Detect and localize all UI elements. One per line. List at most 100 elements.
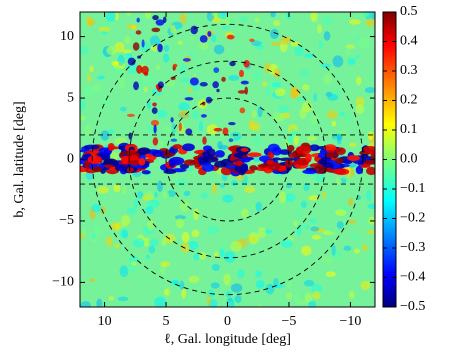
map-texture <box>323 15 332 26</box>
map-texture <box>211 263 220 272</box>
map-texture <box>295 96 304 102</box>
map-texture <box>335 177 340 185</box>
map-texture <box>178 109 190 119</box>
map-texture <box>132 238 145 248</box>
map-texture <box>343 159 353 165</box>
map-texture <box>211 12 218 17</box>
map-texture <box>138 80 145 90</box>
dashed-circle <box>128 60 327 259</box>
map-texture <box>214 150 225 158</box>
map-texture <box>271 81 282 88</box>
x-tick-label: −5 <box>282 314 297 329</box>
map-texture <box>323 31 331 41</box>
map-texture <box>158 140 165 149</box>
map-texture <box>313 92 318 102</box>
map-texture <box>138 158 146 166</box>
map-texture <box>316 24 322 34</box>
map-texture <box>153 124 157 134</box>
map-texture <box>176 178 187 188</box>
map-texture <box>212 81 219 89</box>
map-texture <box>224 301 236 307</box>
map-texture <box>207 31 212 37</box>
map-texture <box>308 300 317 307</box>
map-texture <box>160 261 170 267</box>
map-texture <box>131 24 137 30</box>
map-texture <box>119 265 129 278</box>
x-tick-label: 5 <box>163 314 170 329</box>
map-texture <box>273 19 281 27</box>
map-texture <box>252 136 262 148</box>
map-texture <box>107 129 115 134</box>
map-texture <box>257 106 263 118</box>
map-texture <box>315 172 326 183</box>
map-texture <box>360 280 371 290</box>
map-texture <box>295 145 312 155</box>
map-texture <box>310 226 320 232</box>
map-texture <box>239 107 246 114</box>
map-texture <box>126 207 137 215</box>
map-texture <box>89 65 94 73</box>
map-texture <box>198 120 204 132</box>
map-texture <box>234 294 242 304</box>
map-texture <box>127 57 136 66</box>
map-texture <box>107 45 117 53</box>
map-texture <box>233 152 244 158</box>
map-texture <box>306 136 317 141</box>
map-texture <box>226 34 235 40</box>
map-texture <box>136 191 144 199</box>
map-texture <box>108 296 115 301</box>
map-texture <box>136 65 143 74</box>
map-texture <box>141 65 149 75</box>
map-texture <box>98 26 111 32</box>
map-texture <box>143 87 148 93</box>
map-texture <box>318 40 324 50</box>
map-texture <box>191 110 200 120</box>
colorbar-tick-label: 0.4 <box>400 34 418 49</box>
map-texture <box>137 147 151 155</box>
map-texture <box>113 183 121 193</box>
map-texture <box>222 127 229 136</box>
map-texture <box>133 198 139 209</box>
map-texture <box>344 48 352 57</box>
map-texture <box>181 231 190 243</box>
map-texture <box>139 42 151 52</box>
map-texture <box>298 222 308 229</box>
map-texture <box>254 17 260 24</box>
map-texture <box>179 200 190 212</box>
map-texture <box>228 122 236 126</box>
map-texture <box>251 110 257 118</box>
map-texture <box>358 37 370 49</box>
map-texture <box>181 143 195 152</box>
map-texture <box>308 195 320 201</box>
map-texture <box>117 296 129 302</box>
map-texture <box>249 165 258 171</box>
map-texture <box>200 192 209 199</box>
map-texture <box>129 255 139 264</box>
colorbar-tick-label: 0.3 <box>400 63 418 78</box>
map-texture <box>229 61 236 67</box>
map-texture <box>240 163 249 171</box>
map-texture <box>107 146 120 150</box>
map-texture <box>201 163 215 172</box>
map-texture <box>297 210 303 218</box>
map-texture <box>331 244 336 256</box>
map-texture <box>202 156 219 163</box>
map-texture <box>289 128 296 140</box>
map-texture <box>136 17 140 23</box>
map-texture <box>110 222 122 231</box>
map-texture <box>162 53 170 63</box>
map-texture <box>200 114 207 118</box>
map-texture <box>311 234 322 240</box>
map-texture <box>301 245 312 256</box>
map-texture <box>255 270 262 278</box>
map-texture <box>155 64 160 70</box>
map-texture <box>180 242 191 253</box>
map-texture <box>334 157 344 164</box>
map-texture <box>142 74 154 84</box>
map-texture <box>206 148 216 158</box>
map-texture <box>101 96 111 108</box>
map-texture <box>157 81 164 89</box>
map-texture <box>80 115 86 121</box>
map-texture <box>228 138 234 143</box>
